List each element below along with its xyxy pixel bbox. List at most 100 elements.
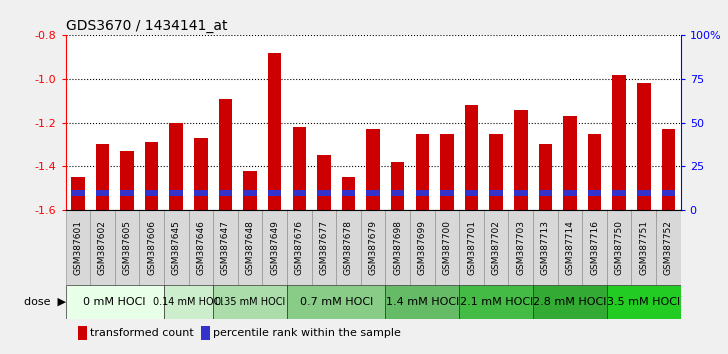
Bar: [391, 190, 405, 196]
Text: 3.5 mM HOCl: 3.5 mM HOCl: [607, 297, 681, 307]
Bar: [662, 190, 675, 196]
FancyBboxPatch shape: [66, 285, 164, 319]
Bar: [95, 144, 109, 210]
Bar: [464, 190, 478, 196]
Text: GSM387679: GSM387679: [368, 220, 378, 275]
Text: GSM387702: GSM387702: [491, 220, 501, 275]
Bar: [120, 190, 134, 196]
FancyBboxPatch shape: [213, 285, 287, 319]
Bar: [194, 138, 207, 210]
FancyBboxPatch shape: [336, 210, 361, 285]
Bar: [293, 127, 306, 210]
Bar: [145, 142, 159, 210]
Text: 0.7 mM HOCl: 0.7 mM HOCl: [299, 297, 373, 307]
Text: 1.4 mM HOCl: 1.4 mM HOCl: [386, 297, 459, 307]
Text: dose  ▶: dose ▶: [23, 297, 66, 307]
Bar: [416, 190, 429, 196]
Bar: [145, 190, 159, 196]
Text: GSM387601: GSM387601: [74, 220, 82, 275]
FancyBboxPatch shape: [287, 285, 385, 319]
Bar: [293, 190, 306, 196]
Text: GSM387703: GSM387703: [516, 220, 525, 275]
Text: GSM387751: GSM387751: [639, 220, 648, 275]
FancyBboxPatch shape: [459, 210, 484, 285]
FancyBboxPatch shape: [90, 210, 115, 285]
Bar: [489, 133, 503, 210]
Text: 0.35 mM HOCl: 0.35 mM HOCl: [215, 297, 285, 307]
FancyBboxPatch shape: [164, 285, 213, 319]
FancyBboxPatch shape: [385, 210, 410, 285]
Text: GSM387677: GSM387677: [320, 220, 328, 275]
Bar: [243, 171, 257, 210]
Bar: [341, 190, 355, 196]
FancyBboxPatch shape: [287, 210, 312, 285]
FancyBboxPatch shape: [607, 285, 681, 319]
Bar: [71, 177, 84, 210]
Bar: [341, 177, 355, 210]
FancyBboxPatch shape: [238, 210, 262, 285]
Bar: [514, 109, 528, 210]
FancyBboxPatch shape: [164, 210, 189, 285]
Text: GSM387602: GSM387602: [98, 220, 107, 275]
Bar: [170, 122, 183, 210]
Text: GSM387676: GSM387676: [295, 220, 304, 275]
Bar: [243, 190, 257, 196]
Text: GSM387700: GSM387700: [443, 220, 451, 275]
Bar: [489, 190, 503, 196]
Bar: [464, 105, 478, 210]
Text: GSM387713: GSM387713: [541, 220, 550, 275]
Text: GSM387714: GSM387714: [566, 220, 574, 275]
Text: GSM387649: GSM387649: [270, 220, 279, 275]
Bar: [440, 133, 454, 210]
Bar: [539, 144, 552, 210]
Bar: [391, 162, 405, 210]
Text: GSM387648: GSM387648: [245, 220, 255, 275]
Bar: [662, 129, 675, 210]
Bar: [268, 53, 282, 210]
FancyBboxPatch shape: [484, 210, 508, 285]
FancyBboxPatch shape: [410, 210, 435, 285]
FancyBboxPatch shape: [533, 210, 558, 285]
Bar: [218, 99, 232, 210]
FancyBboxPatch shape: [115, 210, 139, 285]
FancyBboxPatch shape: [435, 210, 459, 285]
Bar: [637, 84, 651, 210]
Text: GSM387716: GSM387716: [590, 220, 599, 275]
FancyBboxPatch shape: [361, 210, 385, 285]
FancyBboxPatch shape: [213, 210, 238, 285]
FancyBboxPatch shape: [508, 210, 533, 285]
Text: percentile rank within the sample: percentile rank within the sample: [213, 328, 401, 338]
Bar: [218, 190, 232, 196]
FancyBboxPatch shape: [139, 210, 164, 285]
Bar: [366, 190, 380, 196]
Text: GSM387678: GSM387678: [344, 220, 353, 275]
FancyBboxPatch shape: [312, 210, 336, 285]
Bar: [440, 190, 454, 196]
FancyBboxPatch shape: [385, 285, 459, 319]
Bar: [416, 133, 429, 210]
Text: GSM387605: GSM387605: [122, 220, 132, 275]
FancyBboxPatch shape: [66, 210, 90, 285]
Bar: [95, 190, 109, 196]
Bar: [612, 75, 626, 210]
FancyBboxPatch shape: [656, 210, 681, 285]
Text: GSM387750: GSM387750: [614, 220, 624, 275]
FancyBboxPatch shape: [607, 210, 631, 285]
Text: GSM387646: GSM387646: [197, 220, 205, 275]
Bar: [587, 133, 601, 210]
Bar: [170, 190, 183, 196]
FancyBboxPatch shape: [262, 210, 287, 285]
Bar: [563, 190, 577, 196]
Bar: [514, 190, 528, 196]
FancyBboxPatch shape: [582, 210, 607, 285]
Text: GSM387645: GSM387645: [172, 220, 181, 275]
Text: GSM387606: GSM387606: [147, 220, 156, 275]
Text: GSM387699: GSM387699: [418, 220, 427, 275]
FancyBboxPatch shape: [558, 210, 582, 285]
FancyBboxPatch shape: [631, 210, 656, 285]
Bar: [539, 190, 552, 196]
Bar: [563, 116, 577, 210]
Bar: [268, 190, 282, 196]
Text: 0 mM HOCl: 0 mM HOCl: [84, 297, 146, 307]
Bar: [78, 326, 87, 340]
